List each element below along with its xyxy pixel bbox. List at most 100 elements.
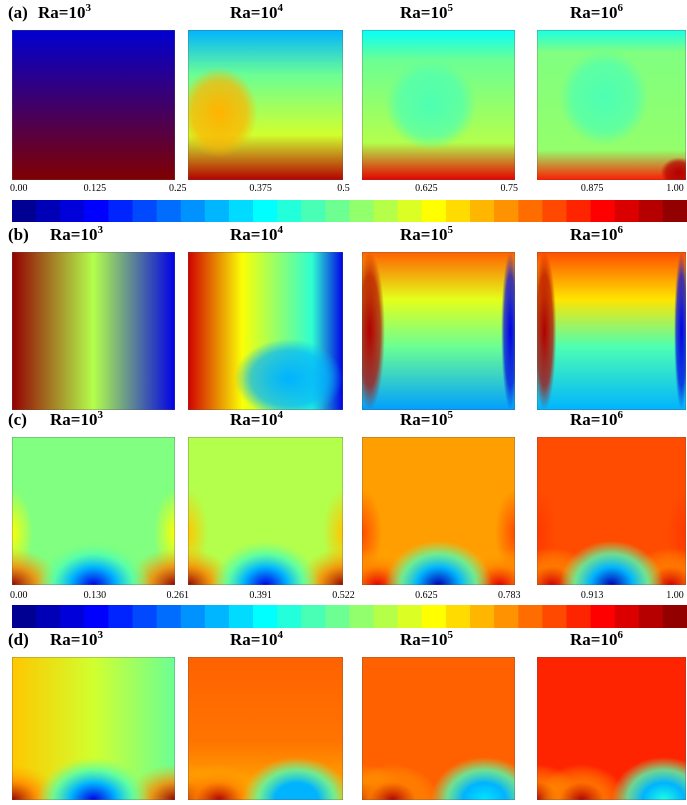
colorbar-band [253,200,278,222]
contour-plot [12,437,175,585]
colorbar-label: 0.913 [581,590,604,601]
colorbar-band [349,200,375,222]
panel-label: (d) [8,630,29,649]
colorbar-band [180,605,206,628]
contour-field [362,252,515,410]
contour-field [611,757,686,800]
contour-field [430,757,515,800]
colorbar-band [662,200,687,222]
colorbar-label: 0.5 [337,183,350,194]
contour-field [36,540,151,585]
contour-field [384,60,477,150]
colorbar-band [325,200,350,222]
contour-plot [362,30,515,180]
contour-field [537,252,557,410]
contour-field [674,252,686,410]
panel-label: (a) [8,3,28,22]
colorbar-band [397,200,423,222]
colorbar-band [614,605,640,628]
colorbar-band [373,605,399,628]
colorbar-label: 0.522 [332,590,355,601]
colorbar-band [301,200,326,222]
contour-plot [362,437,515,585]
contour-field [559,540,664,585]
panel-label: (b) [8,225,29,244]
colorbar-label: 0.391 [249,590,272,601]
panel-title: Ra=103 [50,629,103,649]
contour-plot [188,437,343,585]
colorbar-band [518,200,543,222]
colorbar-band [590,200,616,222]
panel-title: Ra=104 [230,629,283,649]
colorbar-band [204,200,230,222]
panel-label: (c) [8,410,27,429]
contour-plot [188,657,343,800]
contour-plot [537,30,686,180]
contour-plot [12,30,175,180]
panel-title: Ra=106 [570,409,623,429]
colorbar-band [84,605,109,628]
colorbar-band [470,605,495,628]
contour-field [234,338,343,410]
colorbar-label: 0.261 [167,590,190,601]
colorbar-band [277,200,302,222]
panel-title: Ra=103 [50,224,103,244]
contour-plot [188,252,343,410]
colorbar-band [662,605,687,628]
colorbar-band [132,200,158,222]
panel-title: Ra=105 [400,2,453,22]
colorbar-band [204,605,230,628]
contour-plot [537,657,686,800]
colorbar-label: 1.00 [666,183,684,194]
panel-title: Ra=104 [230,409,283,429]
panel-title: Ra=105 [400,224,453,244]
contour-plot [12,252,175,410]
colorbar-label: 0.625 [415,183,438,194]
contour-plot [362,252,515,410]
colorbar-band [470,200,495,222]
colorbar-band [397,605,423,628]
contour-field [12,30,175,180]
colorbar-label: 0.783 [498,590,521,601]
contour-field [211,540,320,585]
contour-field [12,252,175,410]
colorbar-band [421,200,447,222]
colorbar-label: 0.25 [169,183,187,194]
colorbar-band [590,605,616,628]
contour-field [362,764,439,800]
colorbar-label: 0.625 [415,590,438,601]
colorbar-band [445,200,471,222]
contour-field [559,49,649,146]
contour-field [242,757,343,800]
colorbar-band [566,605,592,628]
colorbar-band [277,605,302,628]
contour-field [537,764,627,800]
colorbar-band [108,200,134,222]
colorbar-band [494,605,519,628]
contour-field [384,540,493,585]
contour-plot [537,252,686,410]
panel-title: Ra=104 [230,224,283,244]
colorbar-band [542,605,567,628]
contour-plot [12,657,175,800]
colorbar-label: 0.00 [10,183,28,194]
colorbar-band [132,605,158,628]
colorbar-label: 0.875 [581,183,604,194]
panel-title: Ra=106 [570,2,623,22]
panel-title: Ra=103 [50,409,103,429]
colorbar-band [253,605,278,628]
colorbar-band [349,605,375,628]
colorbar-band [36,605,61,628]
colorbar-label: 0.125 [84,183,107,194]
contour-field [537,252,686,410]
colorbar-band [60,200,85,222]
colorbar-band [36,200,61,222]
colorbar-band [566,200,592,222]
colorbar-band [421,605,447,628]
panel-title: Ra=104 [230,2,283,22]
colorbar-band [228,605,254,628]
colorbar-label: 0.130 [84,590,107,601]
colorbar-band [84,200,109,222]
contour-field [36,757,151,800]
colorbar-band [60,605,85,628]
